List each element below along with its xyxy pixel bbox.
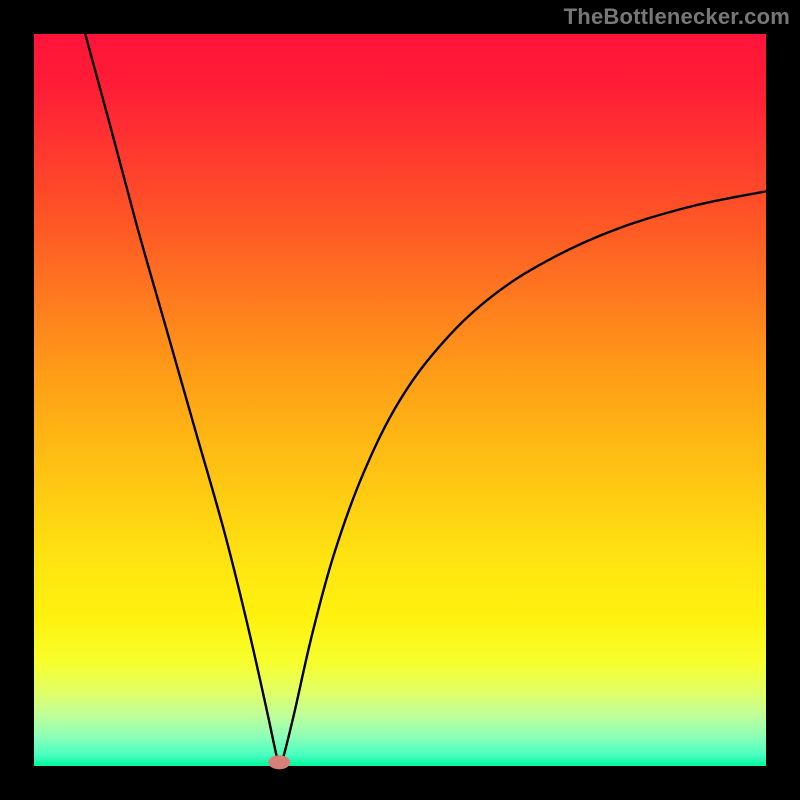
watermark-text: TheBottlenecker.com (564, 4, 790, 30)
curve-layer (0, 0, 800, 800)
curve-left-branch (85, 34, 279, 766)
curve-right-branch (279, 191, 766, 766)
vertex-marker (268, 755, 290, 769)
chart-canvas: TheBottlenecker.com (0, 0, 800, 800)
